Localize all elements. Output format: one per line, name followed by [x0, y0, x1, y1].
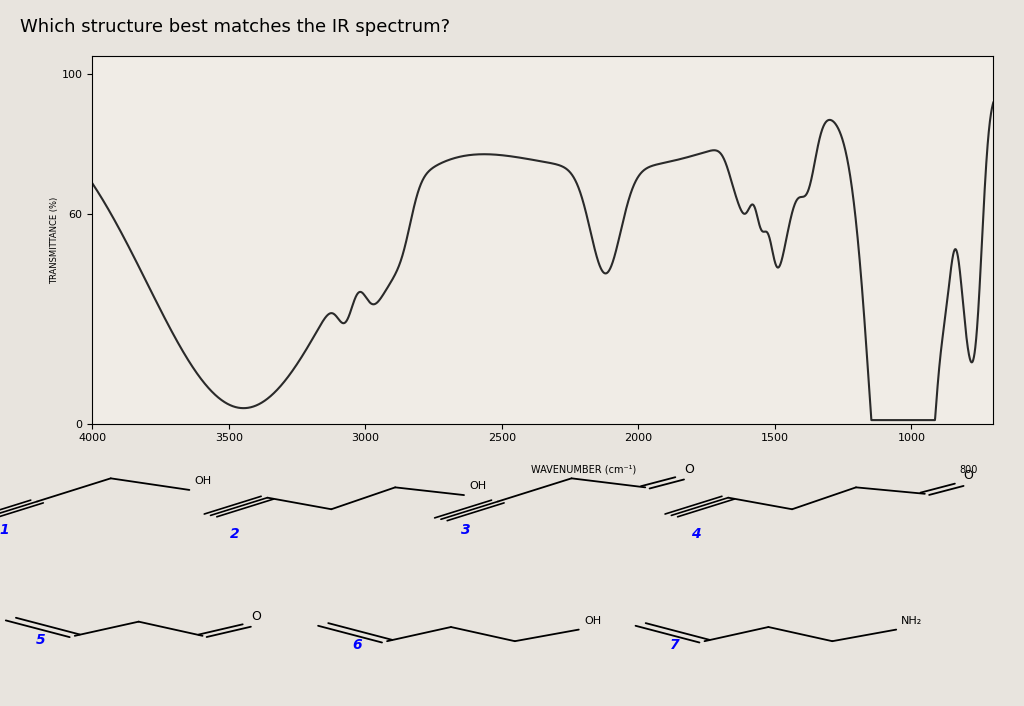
- Text: 4: 4: [691, 527, 700, 542]
- Text: 800: 800: [959, 465, 978, 474]
- Text: WAVENUMBER (cm⁻¹): WAVENUMBER (cm⁻¹): [531, 465, 636, 474]
- Text: OH: OH: [469, 481, 486, 491]
- Text: O: O: [684, 462, 693, 476]
- Text: Which structure best matches the IR spectrum?: Which structure best matches the IR spec…: [20, 18, 451, 35]
- Text: 6: 6: [353, 638, 362, 652]
- Text: 3: 3: [461, 523, 470, 537]
- Text: 5: 5: [36, 633, 45, 647]
- Text: 1: 1: [0, 523, 9, 537]
- Text: O: O: [251, 610, 261, 623]
- Y-axis label: TRANSMITTANCE (%): TRANSMITTANCE (%): [49, 196, 58, 284]
- Text: 2: 2: [230, 527, 240, 542]
- Text: 7: 7: [671, 638, 680, 652]
- Text: O: O: [964, 469, 973, 482]
- Text: OH: OH: [584, 616, 601, 626]
- Text: NH₂: NH₂: [901, 616, 923, 626]
- Text: OH: OH: [195, 476, 212, 486]
